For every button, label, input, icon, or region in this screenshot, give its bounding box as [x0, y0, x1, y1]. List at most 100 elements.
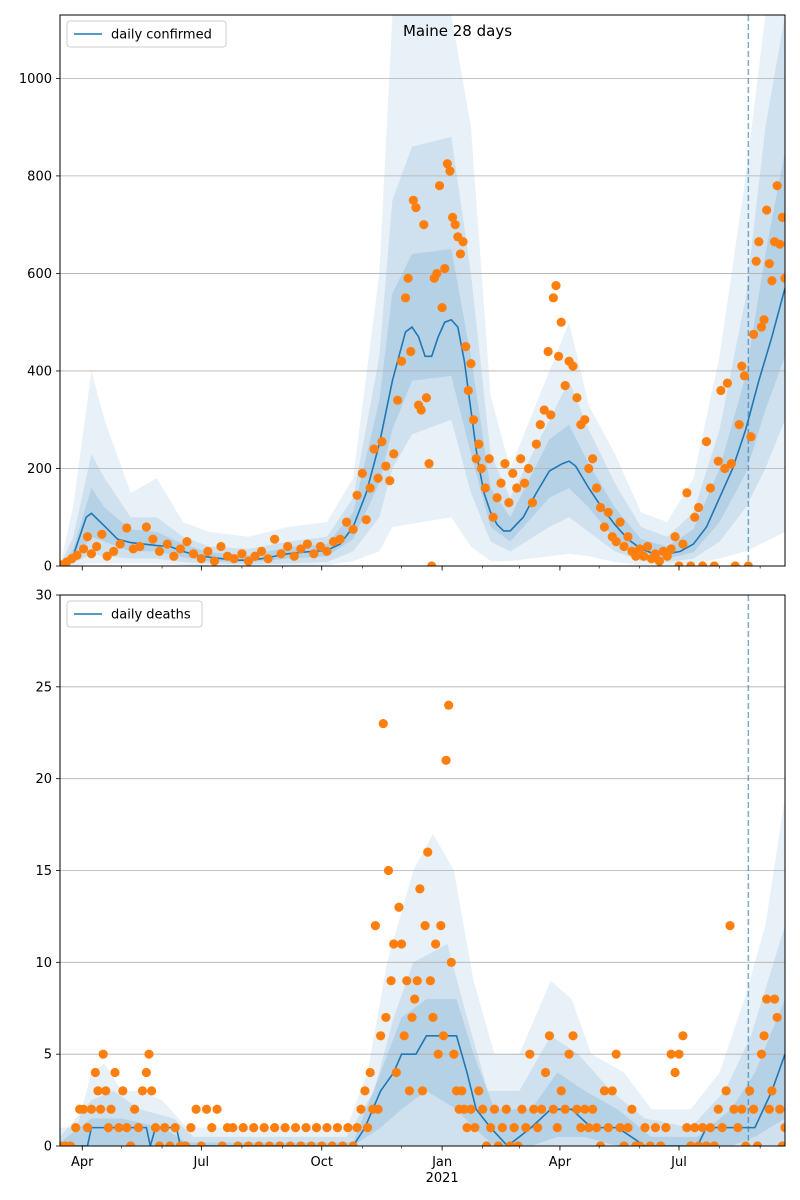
data-point — [396, 939, 407, 949]
data-point — [165, 1141, 175, 1146]
data-point — [243, 1141, 254, 1146]
data-point — [512, 483, 522, 493]
data-point — [713, 456, 723, 466]
data-point — [619, 1141, 629, 1146]
data-point — [65, 1141, 76, 1146]
y-tick-label: 400 — [27, 364, 52, 379]
data-point — [686, 1141, 696, 1146]
data-point — [402, 976, 412, 986]
data-point — [369, 444, 379, 454]
data-point — [650, 1123, 661, 1133]
data-point — [289, 551, 299, 561]
data-point — [385, 476, 395, 486]
data-point — [656, 1141, 666, 1146]
data-point — [434, 181, 445, 191]
data-point — [144, 1049, 154, 1059]
data-point — [717, 1123, 727, 1133]
data-point — [497, 1123, 507, 1133]
data-point — [721, 1086, 731, 1096]
data-point — [556, 1086, 566, 1096]
data-point — [548, 293, 558, 303]
data-point — [203, 546, 213, 556]
data-point — [280, 1123, 290, 1133]
data-point — [772, 181, 782, 191]
data-point — [396, 356, 407, 366]
data-point — [482, 1141, 492, 1146]
data-point — [109, 546, 119, 556]
data-point — [726, 459, 736, 469]
data-point — [769, 994, 780, 1004]
data-point — [635, 544, 645, 554]
data-point — [458, 237, 468, 247]
data-point — [716, 385, 726, 396]
data-point — [250, 551, 260, 561]
data-point — [306, 1141, 316, 1146]
data-point — [560, 1104, 570, 1114]
data-point — [767, 1086, 777, 1096]
data-point — [420, 921, 430, 931]
data-point — [335, 534, 345, 544]
data-point — [170, 1123, 180, 1133]
data-point — [186, 1123, 196, 1133]
data-point — [78, 1104, 89, 1114]
data-point — [777, 1141, 785, 1146]
data-point — [505, 1141, 515, 1146]
data-point — [438, 1031, 449, 1041]
data-point — [352, 1123, 362, 1133]
data-point — [95, 1104, 106, 1114]
data-point — [419, 220, 429, 230]
data-point — [584, 1123, 594, 1133]
data-point — [615, 517, 625, 527]
data-point — [572, 393, 582, 403]
data-point — [595, 1141, 606, 1146]
data-point — [743, 561, 753, 566]
data-point — [754, 237, 764, 247]
data-point — [457, 1086, 467, 1096]
data-point — [90, 1067, 100, 1078]
data-point — [408, 195, 418, 205]
data-point — [546, 410, 556, 420]
data-point — [615, 1123, 625, 1133]
data-point — [407, 1012, 417, 1023]
y-tick-label: 800 — [27, 169, 52, 184]
data-point — [133, 1123, 144, 1133]
data-point — [540, 1067, 551, 1078]
data-point — [376, 1031, 386, 1041]
data-point — [713, 1104, 723, 1114]
data-point — [406, 346, 416, 357]
data-point — [701, 1141, 712, 1146]
legend-box — [66, 600, 203, 628]
uncertainty-band-3 — [60, 999, 785, 1146]
data-point — [338, 1141, 348, 1146]
data-point — [580, 1104, 590, 1114]
data-point — [463, 385, 473, 396]
data-point — [141, 522, 151, 532]
data-point — [285, 1141, 295, 1146]
data-point — [694, 1141, 704, 1146]
data-point — [254, 1141, 264, 1146]
data-point — [531, 439, 541, 449]
data-point — [332, 1123, 343, 1133]
data-point — [86, 549, 97, 559]
data-point — [137, 1086, 148, 1096]
data-point — [361, 515, 371, 525]
data-point — [539, 405, 549, 415]
y-tick-label: 20 — [35, 772, 52, 787]
x-tick-label: Apr — [71, 1155, 94, 1170]
data-point — [424, 459, 434, 469]
data-point — [564, 1049, 574, 1059]
data-point — [150, 1123, 161, 1133]
data-point — [417, 1086, 428, 1096]
data-point — [535, 419, 545, 430]
data-point — [746, 432, 756, 442]
data-point — [756, 1049, 767, 1059]
data-point — [432, 268, 442, 279]
data-point — [488, 512, 498, 522]
y-tick-label: 30 — [35, 589, 52, 604]
data-point — [642, 541, 653, 552]
data-point — [595, 502, 606, 513]
y-tick-label: 25 — [35, 680, 52, 695]
legend-box — [66, 20, 227, 48]
data-point — [391, 1067, 401, 1078]
data-point — [181, 1141, 191, 1146]
